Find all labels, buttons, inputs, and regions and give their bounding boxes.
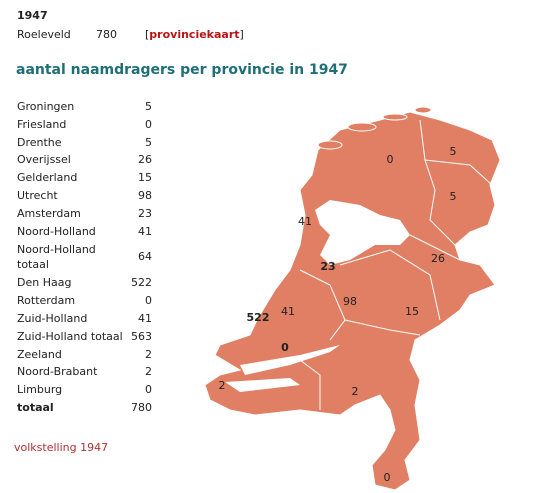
island — [414, 106, 432, 114]
map-label: 522 — [247, 311, 270, 324]
row-value: 2 — [145, 365, 152, 379]
row-name: Gelderland — [17, 171, 78, 185]
map-label: 23 — [320, 260, 335, 273]
row-name: Noord-Holland — [17, 224, 96, 238]
map-label: 2 — [219, 379, 226, 392]
row-value: 41 — [138, 312, 152, 325]
map-label: 41 — [281, 305, 295, 318]
row-value: 563 — [131, 329, 152, 343]
row-value: 5 — [145, 135, 152, 149]
row-name: Utrecht — [17, 189, 58, 202]
country — [204, 111, 501, 491]
row-name: Zeeland — [17, 347, 62, 361]
border — [299, 269, 346, 341]
border — [419, 119, 456, 246]
bracket: [ — [145, 28, 150, 41]
map-label: 26 — [431, 252, 445, 265]
border — [409, 234, 461, 261]
map-label: 5 — [450, 190, 457, 203]
map-label: 15 — [405, 305, 419, 318]
row-value: 0 — [145, 383, 152, 397]
link-wrap: [provinciekaart] — [145, 28, 244, 41]
row-value: 780 — [131, 401, 152, 414]
row-name: Friesland — [17, 117, 67, 131]
row-name: Groningen — [17, 100, 75, 113]
row-value: 23 — [138, 206, 152, 220]
name: Roeleveld — [17, 28, 71, 41]
row-value: 41 — [138, 224, 152, 238]
border — [424, 159, 493, 186]
title: aantal naamdragers per provincie in 1947 — [16, 62, 348, 78]
border — [299, 359, 321, 410]
row-value: 26 — [138, 153, 152, 167]
row-name: Zuid-Holland totaal — [17, 329, 123, 343]
row-name: Zuid-Holland — [17, 312, 88, 325]
row-value: 0 — [145, 294, 152, 308]
year: 1947 — [17, 9, 48, 22]
row-value: 5 — [145, 100, 152, 113]
row-name: Den Haag — [17, 276, 72, 290]
row-name: Noord-Holland totaal — [17, 243, 96, 272]
lake — [315, 200, 410, 265]
count: 780 — [96, 28, 117, 41]
row-name: Overijssel — [17, 153, 71, 167]
border — [339, 249, 441, 321]
row-name: Noord-Brabant — [17, 365, 98, 379]
map-label: 0 — [281, 341, 289, 354]
row-name: Limburg — [17, 383, 63, 397]
map-label: 0 — [387, 153, 394, 166]
row-value: 522 — [131, 276, 152, 290]
map-label: 0 — [384, 471, 391, 484]
map-label: 41 — [298, 215, 312, 228]
island — [317, 140, 343, 150]
footer: volkstelling 1947 — [14, 441, 109, 454]
row-name: Amsterdam — [17, 206, 81, 220]
row-name: Rotterdam — [17, 294, 76, 308]
island — [347, 122, 377, 132]
map-link[interactable]: provinciekaart — [149, 28, 240, 41]
water — [225, 345, 340, 392]
map-label: 98 — [343, 295, 357, 308]
row-name: Drenthe — [17, 135, 62, 149]
row-value: 98 — [138, 189, 152, 202]
map-label: 2 — [352, 385, 359, 398]
bracket: ] — [239, 28, 244, 41]
row-name: totaal — [17, 401, 54, 414]
map-label: 5 — [450, 145, 457, 158]
row-value: 15 — [138, 171, 152, 185]
row-value: 2 — [145, 347, 152, 361]
border — [344, 319, 421, 336]
row-value: 64 — [138, 250, 152, 264]
island — [382, 113, 408, 121]
row-value: 0 — [145, 117, 152, 131]
